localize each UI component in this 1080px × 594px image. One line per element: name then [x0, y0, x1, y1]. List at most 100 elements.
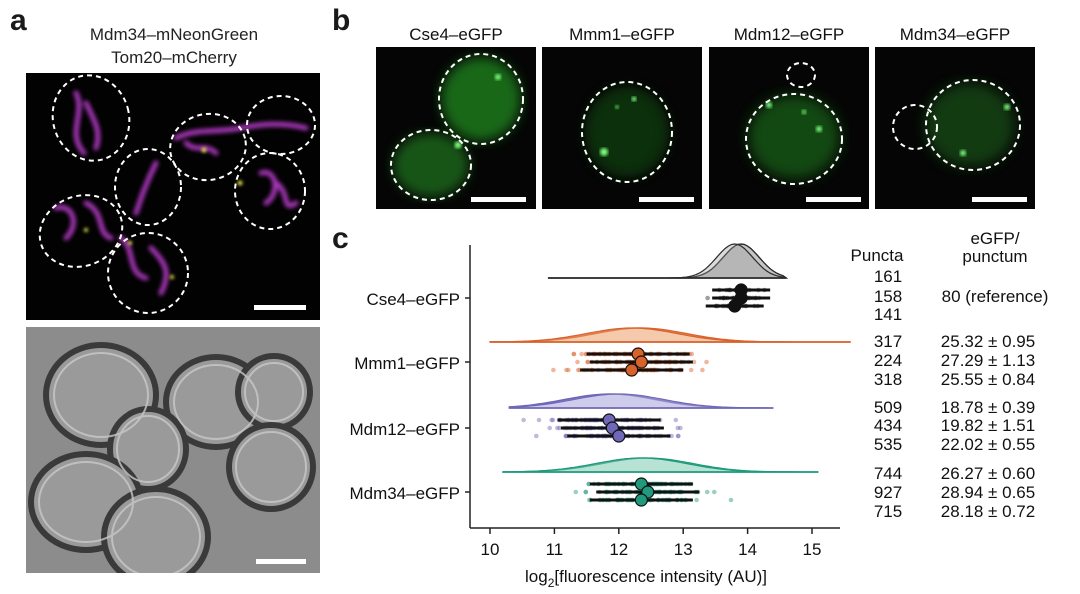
data-point	[668, 351, 674, 357]
data-point	[594, 359, 600, 365]
x-tick-label: 15	[803, 540, 822, 559]
data-point	[649, 351, 654, 357]
data-point	[635, 497, 641, 503]
data-point	[634, 417, 639, 423]
data-point	[612, 481, 618, 487]
data-point	[628, 489, 633, 495]
data-point	[661, 489, 666, 495]
data-point	[606, 351, 612, 357]
panel-a-title-line2: Tom20–mCherry	[111, 48, 237, 67]
data-point	[623, 367, 628, 373]
data-point	[638, 481, 643, 487]
data-point	[585, 425, 591, 431]
data-point	[638, 425, 643, 431]
data-point	[675, 351, 681, 357]
data-point	[626, 497, 632, 503]
data-point	[639, 417, 645, 423]
data-point	[713, 303, 719, 309]
x-tick-label: 12	[609, 540, 628, 559]
data-point	[614, 359, 619, 365]
data-point	[675, 425, 681, 431]
data-point	[607, 351, 613, 357]
data-point	[676, 433, 681, 439]
data-point	[602, 351, 608, 357]
data-point	[644, 359, 650, 365]
data-point	[596, 425, 601, 431]
egfp-header-line1: eGFP/	[970, 229, 1019, 248]
data-point	[607, 425, 613, 431]
data-point	[582, 417, 588, 423]
data-point	[608, 367, 614, 373]
data-point	[655, 497, 661, 503]
data-point	[578, 417, 584, 423]
data-point	[746, 295, 752, 301]
data-point	[588, 425, 594, 431]
data-point	[674, 351, 680, 357]
data-point	[587, 497, 592, 503]
data-point	[636, 367, 641, 373]
data-point	[620, 497, 625, 503]
data-point	[605, 425, 610, 431]
data-point	[612, 489, 618, 495]
data-point	[669, 481, 674, 487]
data-point	[571, 351, 577, 357]
data-point	[629, 417, 635, 423]
data-point	[606, 359, 611, 365]
brightfield-micrograph	[26, 327, 320, 573]
data-point	[640, 497, 646, 503]
data-point	[676, 481, 681, 487]
data-point	[636, 417, 641, 423]
data-point	[617, 351, 623, 357]
data-point	[649, 481, 654, 487]
data-point	[615, 359, 620, 365]
data-point	[605, 481, 610, 487]
data-point	[666, 497, 671, 503]
data-point	[642, 489, 647, 495]
data-point	[588, 417, 594, 423]
group-label: Mmm1–eGFP	[354, 354, 460, 373]
data-point	[651, 367, 657, 373]
data-point	[574, 417, 579, 423]
data-point	[653, 433, 658, 439]
data-point	[592, 351, 598, 357]
data-point	[619, 433, 625, 439]
data-point	[649, 489, 655, 495]
data-point	[547, 425, 552, 431]
data-point	[652, 489, 658, 495]
data-point	[648, 351, 653, 357]
data-point	[663, 497, 669, 503]
data-point	[633, 425, 639, 431]
data-point	[665, 359, 670, 365]
data-point	[584, 425, 590, 431]
data-point	[631, 351, 637, 357]
data-point	[601, 359, 607, 365]
data-point	[650, 359, 655, 365]
data-point	[587, 417, 592, 423]
data-point	[736, 287, 741, 293]
data-point	[621, 433, 627, 439]
data-point	[631, 359, 637, 365]
data-point	[669, 367, 674, 373]
data-point	[649, 367, 654, 373]
data-point	[624, 351, 629, 357]
data-point	[605, 367, 611, 373]
data-point	[604, 489, 609, 495]
data-point	[654, 359, 660, 365]
data-point	[735, 287, 741, 293]
x-tick-label: 14	[738, 540, 757, 559]
data-point	[583, 351, 589, 357]
data-point	[579, 417, 585, 423]
data-point	[615, 489, 620, 495]
data-point	[616, 367, 622, 373]
data-point	[630, 497, 635, 503]
data-point	[615, 351, 620, 357]
data-point	[612, 433, 617, 439]
data-point	[718, 295, 723, 301]
data-point	[646, 481, 652, 487]
data-point	[631, 367, 636, 373]
data-point	[653, 359, 658, 365]
micrograph-mdm12	[709, 47, 869, 209]
data-point	[573, 417, 578, 423]
data-point	[667, 359, 673, 365]
data-point	[635, 433, 641, 439]
